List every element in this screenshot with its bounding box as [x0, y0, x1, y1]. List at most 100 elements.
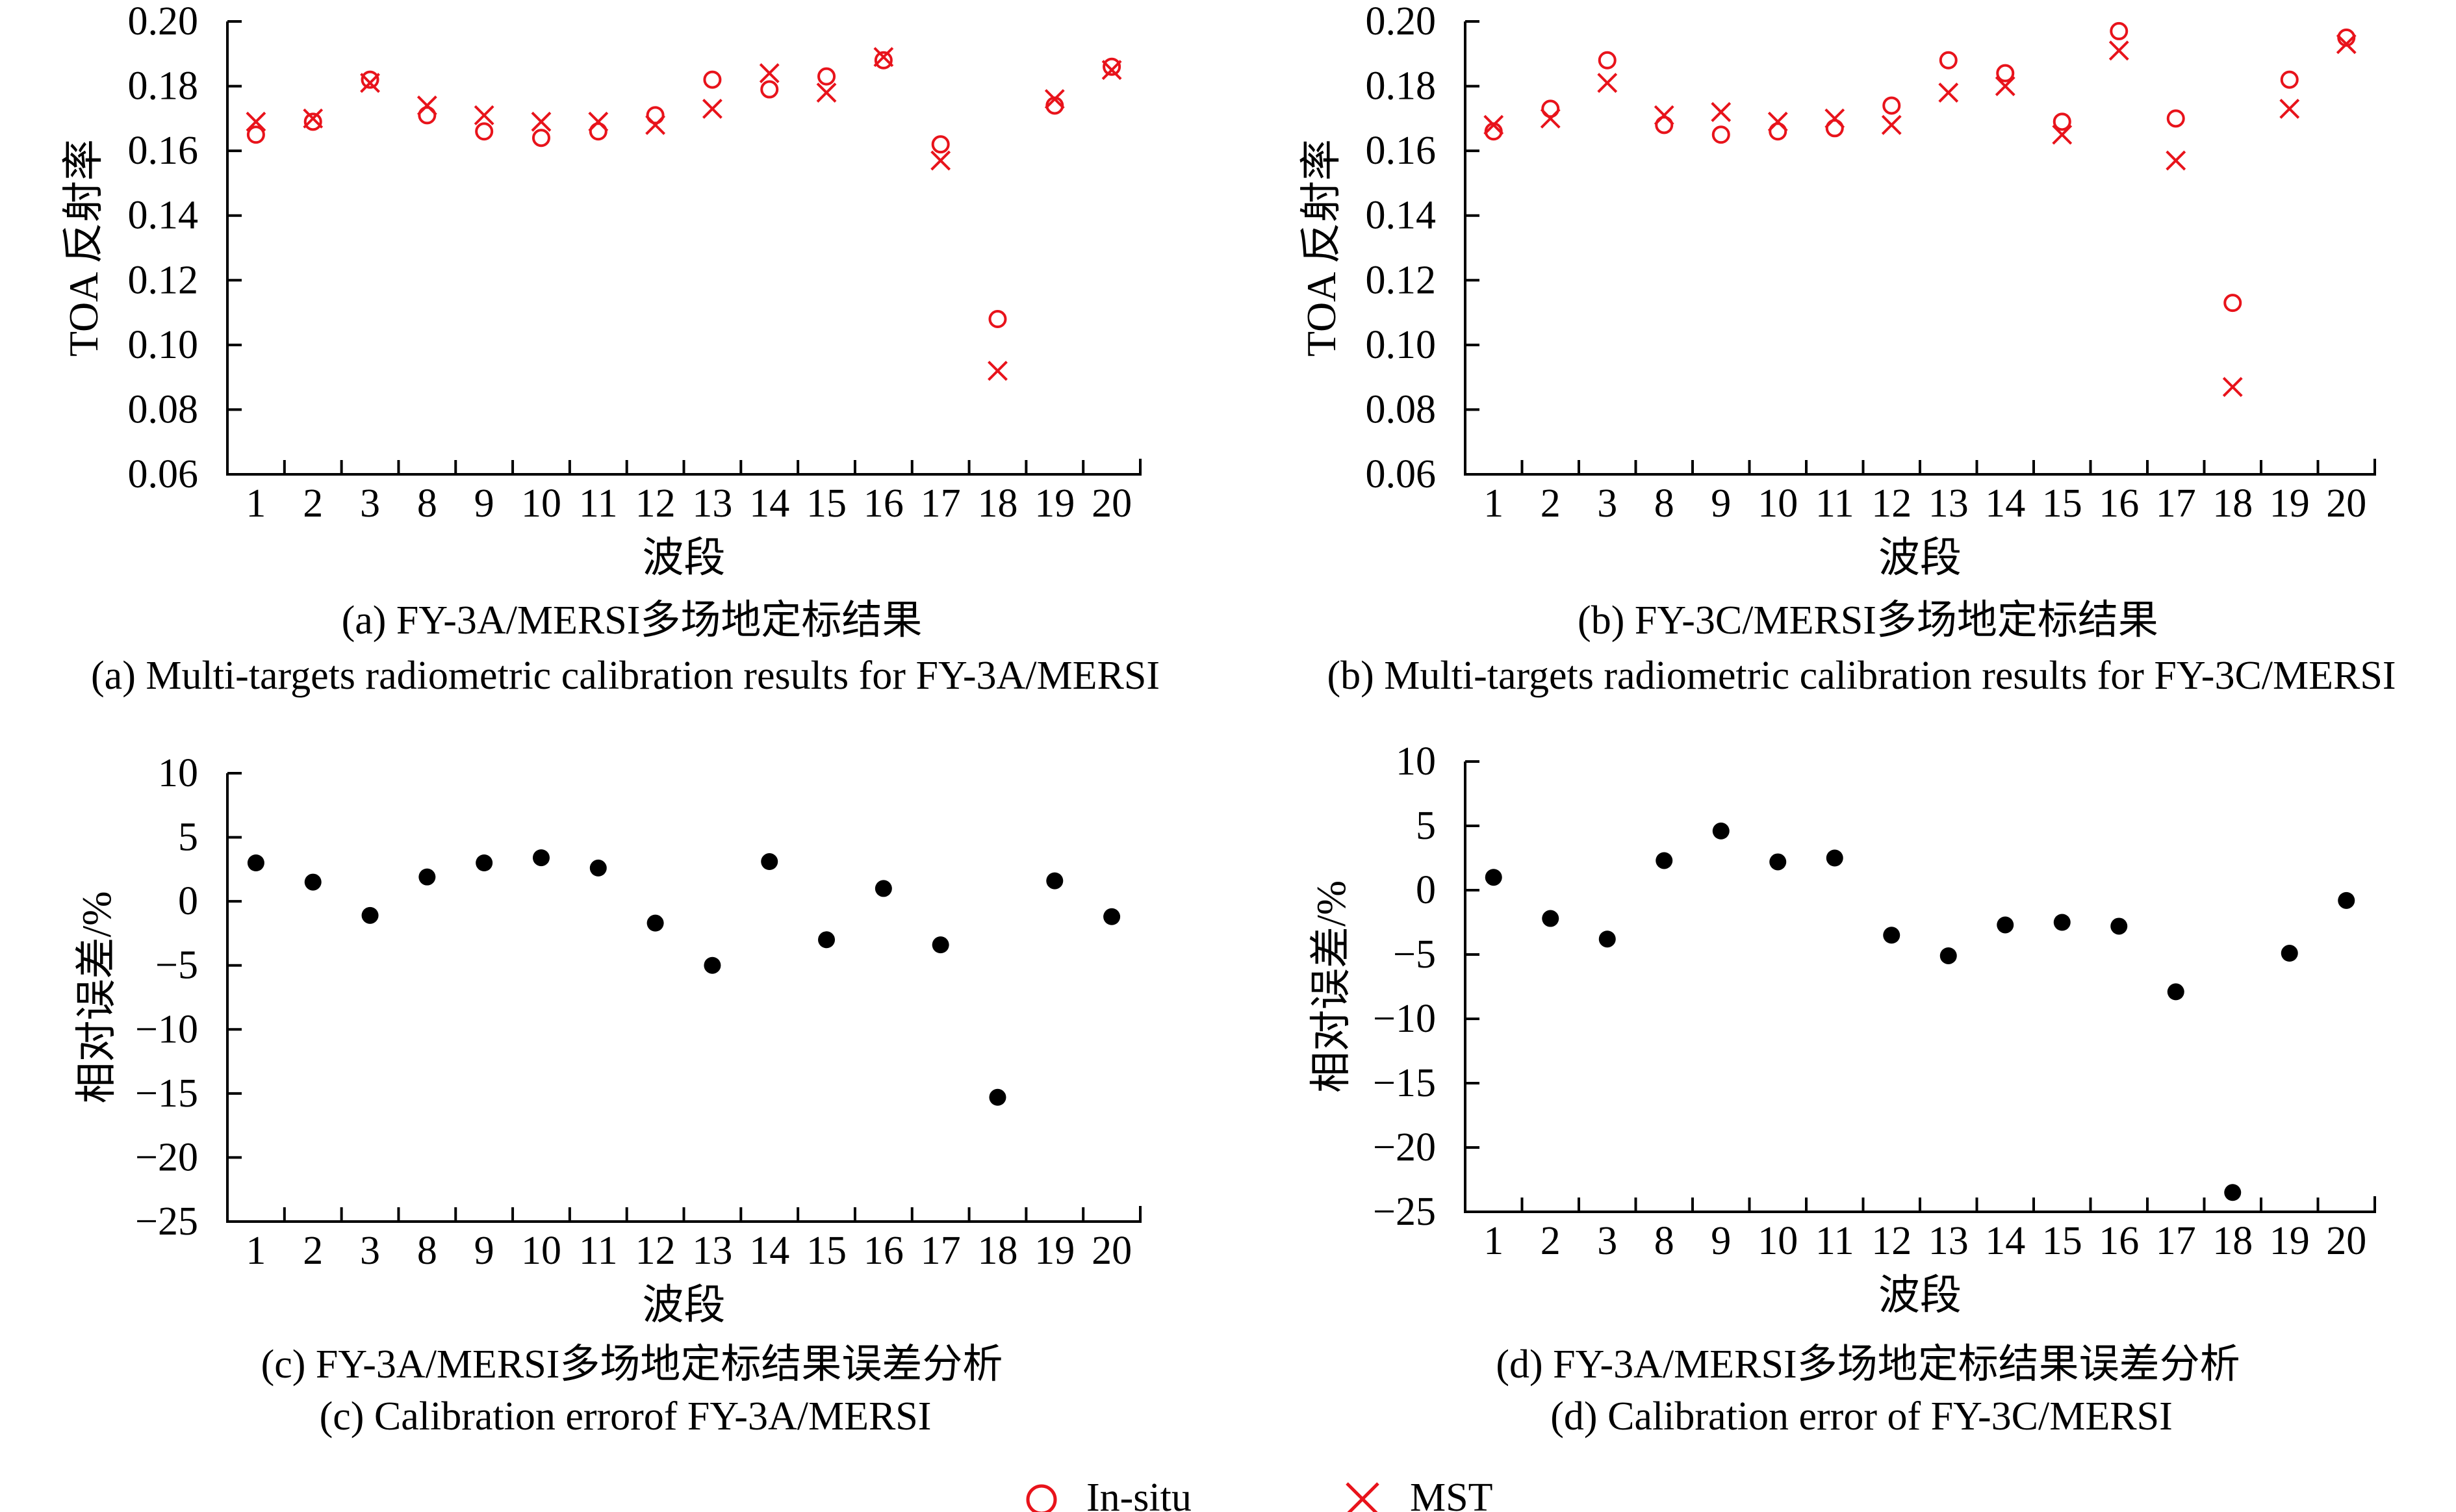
- point-mst: [988, 361, 1008, 381]
- point-insitu: [303, 112, 322, 131]
- point-insitu: [1598, 51, 1617, 70]
- point-insitu: [1882, 96, 1901, 115]
- point-mst: [1881, 114, 1902, 135]
- point-error: [532, 849, 550, 867]
- point-mst: [2052, 124, 2073, 145]
- point-error: [818, 931, 836, 949]
- x-tick-label: 12: [635, 1229, 676, 1273]
- point-error: [247, 854, 264, 871]
- point-error: [2110, 917, 2128, 935]
- point-error: [932, 936, 949, 954]
- point-mst: [1711, 101, 1732, 122]
- chart-panel-d: 1 2 3 8 9 10 11 12 13 14 15 16 17 18 19 20−25−20−15−10−…: [1308, 739, 2376, 1439]
- y-tick-label: −20: [135, 1135, 198, 1179]
- point-insitu: [531, 129, 550, 147]
- x-tick-label: 2: [303, 1229, 323, 1273]
- y-tick-label: −25: [135, 1199, 198, 1244]
- point-error: [761, 853, 778, 871]
- point-mst: [1597, 73, 1618, 94]
- point-error: [875, 880, 892, 897]
- x-tick-label: 13: [1928, 1219, 1969, 1263]
- x-tick-label: 11: [579, 1229, 618, 1273]
- caption-en: (a) Multi-targets radiometric calibratio…: [91, 654, 1160, 698]
- point-mst: [1101, 60, 1122, 81]
- x-tick-label: 17: [921, 481, 961, 526]
- y-tick-label: 0.08: [128, 387, 199, 431]
- point-mst: [360, 73, 380, 94]
- point-error: [2224, 1184, 2242, 1201]
- x-tick-label: 2: [1541, 481, 1561, 526]
- point-insitu: [2166, 109, 2185, 128]
- x-tick-label: 16: [863, 1229, 904, 1273]
- point-insitu: [1825, 119, 1844, 138]
- point-mst: [1767, 111, 1788, 132]
- point-error: [1939, 947, 1957, 964]
- point-error: [361, 906, 379, 924]
- x-tick-label: 20: [2326, 481, 2366, 526]
- legend-mst-label: MST: [1410, 1476, 1492, 1512]
- y-tick-label: −5: [155, 943, 198, 988]
- x-tick-label: 11: [1815, 1219, 1854, 1263]
- point-error: [646, 914, 664, 932]
- y-tick-label: 0.14: [128, 194, 199, 238]
- x-tick-label: 18: [977, 1229, 1017, 1273]
- point-mst: [474, 105, 494, 125]
- x-tick-label: 10: [521, 1229, 561, 1273]
- point-insitu: [2110, 21, 2129, 40]
- point-error: [1656, 852, 1673, 869]
- point-mst: [1995, 76, 2015, 96]
- x-tick-label: 16: [863, 481, 904, 526]
- axis-frame: [226, 773, 1142, 1223]
- x-tick-label: 1: [1483, 481, 1503, 526]
- caption-en: (b) Multi-targets radiometric calibratio…: [1327, 654, 2396, 698]
- y-tick-label: 10: [158, 751, 198, 795]
- point-mst: [759, 63, 780, 84]
- point-mst: [1540, 108, 1561, 129]
- x-axis-title: 波段: [643, 535, 726, 581]
- chart-panels: 1 2 3 8 9 10 11 12 13 14 15 16 17 18 19 200.060.080.100…: [60, 0, 2396, 1439]
- x-tick-label: 20: [1092, 481, 1132, 526]
- x-tick-label: 9: [474, 481, 494, 526]
- y-tick-label: 0.20: [128, 0, 199, 44]
- x-tick-label: 13: [692, 481, 732, 526]
- x-tick-label: 8: [1654, 1219, 1674, 1263]
- series-In-situ: [246, 51, 1121, 329]
- x-tick-label: 9: [474, 1229, 494, 1273]
- point-error: [476, 854, 493, 871]
- point-mst: [1654, 105, 1674, 125]
- x-axis-title: 波段: [1878, 1272, 1962, 1318]
- point-mst: [1824, 108, 1845, 129]
- legend-insitu-marker: [1026, 1484, 1057, 1512]
- x-tick-label: 13: [1928, 481, 1969, 526]
- x-tick-label: 12: [635, 481, 676, 526]
- y-tick-label: −15: [1373, 1061, 1436, 1105]
- x-tick-label: 17: [2156, 481, 2196, 526]
- x-tick-label: 3: [1597, 481, 1617, 526]
- point-error: [418, 868, 436, 886]
- x-tick-label: 8: [417, 1229, 437, 1273]
- caption-en: (d) Calibration error of FY-3C/MERSI: [1550, 1394, 2172, 1439]
- point-mst: [1938, 83, 1959, 103]
- x-tick-label: 12: [1871, 481, 1912, 526]
- x-tick-label: 11: [579, 481, 618, 526]
- x-tick-label: 19: [1034, 481, 1075, 526]
- x-tick-label: 16: [2099, 1219, 2139, 1263]
- x-tick-label: 3: [360, 481, 380, 526]
- point-error: [1769, 853, 1787, 871]
- legend: In-situ MST: [1026, 1476, 1492, 1512]
- point-mst: [2166, 150, 2186, 171]
- series-相对误差: [1485, 822, 2355, 1201]
- x-tick-label: 14: [749, 1229, 789, 1273]
- series-相对误差: [247, 849, 1121, 1106]
- y-tick-label: 5: [178, 815, 198, 860]
- point-error: [2167, 983, 2184, 1001]
- y-tick-label: 0.06: [128, 452, 199, 496]
- x-tick-label: 18: [2212, 1219, 2253, 1263]
- y-tick-label: 0.18: [128, 64, 199, 109]
- x-tick-label: 14: [1985, 481, 2025, 526]
- point-error: [1826, 849, 1843, 867]
- point-mst: [2222, 377, 2243, 397]
- point-insitu: [760, 80, 779, 99]
- y-tick-label: 0: [1416, 868, 1436, 912]
